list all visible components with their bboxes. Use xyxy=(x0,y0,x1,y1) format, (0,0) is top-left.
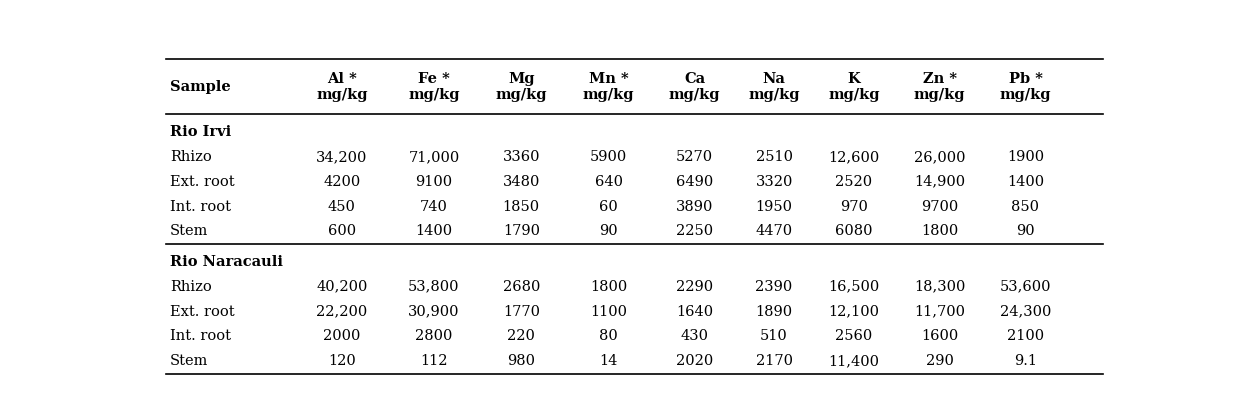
Text: 1900: 1900 xyxy=(1006,150,1044,164)
Text: 1890: 1890 xyxy=(755,305,792,318)
Text: 90: 90 xyxy=(599,225,618,238)
Text: 4200: 4200 xyxy=(323,175,360,189)
Text: 1800: 1800 xyxy=(591,280,628,294)
Text: 9100: 9100 xyxy=(416,175,453,189)
Text: 24,300: 24,300 xyxy=(1000,305,1051,318)
Text: 9.1: 9.1 xyxy=(1014,354,1037,368)
Text: 1400: 1400 xyxy=(1006,175,1044,189)
Text: 3480: 3480 xyxy=(503,175,540,189)
Text: 2100: 2100 xyxy=(1006,329,1044,344)
Text: 1850: 1850 xyxy=(503,199,540,214)
Text: 2680: 2680 xyxy=(503,280,540,294)
Text: Zn *
mg/kg: Zn * mg/kg xyxy=(914,72,966,102)
Text: Na
mg/kg: Na mg/kg xyxy=(748,72,800,102)
Text: 112: 112 xyxy=(420,354,448,368)
Text: Stem: Stem xyxy=(170,225,208,238)
Text: 6080: 6080 xyxy=(834,225,873,238)
Text: 6490: 6490 xyxy=(676,175,713,189)
Text: Rhizo: Rhizo xyxy=(170,280,212,294)
Text: 3320: 3320 xyxy=(755,175,792,189)
Text: Rio Naracauli: Rio Naracauli xyxy=(170,255,284,269)
Text: 53,600: 53,600 xyxy=(1000,280,1051,294)
Text: 2390: 2390 xyxy=(755,280,792,294)
Text: 9700: 9700 xyxy=(921,199,958,214)
Text: 11,400: 11,400 xyxy=(828,354,879,368)
Text: Pb *
mg/kg: Pb * mg/kg xyxy=(1000,72,1051,102)
Text: 71,000: 71,000 xyxy=(409,150,459,164)
Text: 1400: 1400 xyxy=(416,225,453,238)
Text: 450: 450 xyxy=(328,199,355,214)
Text: 2560: 2560 xyxy=(836,329,873,344)
Text: 12,100: 12,100 xyxy=(828,305,879,318)
Text: 220: 220 xyxy=(508,329,535,344)
Text: 22,200: 22,200 xyxy=(316,305,368,318)
Text: Ext. root: Ext. root xyxy=(170,175,235,189)
Text: 1100: 1100 xyxy=(591,305,628,318)
Text: 26,000: 26,000 xyxy=(914,150,966,164)
Text: 90: 90 xyxy=(1016,225,1035,238)
Text: 14,900: 14,900 xyxy=(914,175,966,189)
Text: 510: 510 xyxy=(760,329,787,344)
Text: 5270: 5270 xyxy=(676,150,713,164)
Text: Rio Irvi: Rio Irvi xyxy=(170,125,232,139)
Text: 2250: 2250 xyxy=(676,225,713,238)
Text: 1640: 1640 xyxy=(676,305,713,318)
Text: 16,500: 16,500 xyxy=(828,280,879,294)
Text: Sample: Sample xyxy=(170,80,230,94)
Text: Int. root: Int. root xyxy=(170,199,232,214)
Text: 1790: 1790 xyxy=(503,225,540,238)
Text: 40,200: 40,200 xyxy=(316,280,368,294)
Text: Rhizo: Rhizo xyxy=(170,150,212,164)
Text: 11,700: 11,700 xyxy=(914,305,966,318)
Text: 2170: 2170 xyxy=(755,354,792,368)
Text: 600: 600 xyxy=(328,225,355,238)
Text: Int. root: Int. root xyxy=(170,329,232,344)
Text: 3890: 3890 xyxy=(676,199,713,214)
Text: 1800: 1800 xyxy=(921,225,958,238)
Text: 34,200: 34,200 xyxy=(316,150,368,164)
Text: 5900: 5900 xyxy=(591,150,628,164)
Text: 980: 980 xyxy=(508,354,535,368)
Text: 2020: 2020 xyxy=(676,354,713,368)
Text: Stem: Stem xyxy=(170,354,208,368)
Text: 290: 290 xyxy=(926,354,953,368)
Text: 2520: 2520 xyxy=(836,175,873,189)
Text: 14: 14 xyxy=(599,354,618,368)
Text: 1770: 1770 xyxy=(503,305,540,318)
Text: 60: 60 xyxy=(599,199,618,214)
Text: 53,800: 53,800 xyxy=(409,280,459,294)
Text: 1600: 1600 xyxy=(921,329,958,344)
Text: Mg
mg/kg: Mg mg/kg xyxy=(495,72,547,102)
Text: 3360: 3360 xyxy=(503,150,540,164)
Text: 2000: 2000 xyxy=(323,329,360,344)
Text: 2290: 2290 xyxy=(676,280,713,294)
Text: 120: 120 xyxy=(328,354,355,368)
Text: 12,600: 12,600 xyxy=(828,150,879,164)
Text: 80: 80 xyxy=(599,329,618,344)
Text: 1950: 1950 xyxy=(755,199,792,214)
Text: Ext. root: Ext. root xyxy=(170,305,235,318)
Text: 4470: 4470 xyxy=(755,225,792,238)
Text: 2800: 2800 xyxy=(415,329,453,344)
Text: 740: 740 xyxy=(420,199,448,214)
Text: 640: 640 xyxy=(594,175,623,189)
Text: 30,900: 30,900 xyxy=(409,305,459,318)
Text: 2510: 2510 xyxy=(755,150,792,164)
Text: Mn *
mg/kg: Mn * mg/kg xyxy=(583,72,634,102)
Text: Al *
mg/kg: Al * mg/kg xyxy=(316,72,368,102)
Text: 18,300: 18,300 xyxy=(914,280,966,294)
Text: 970: 970 xyxy=(839,199,868,214)
Text: Ca
mg/kg: Ca mg/kg xyxy=(669,72,721,102)
Text: K
mg/kg: K mg/kg xyxy=(828,72,879,102)
Text: 850: 850 xyxy=(1011,199,1040,214)
Text: 430: 430 xyxy=(681,329,708,344)
Text: Fe *
mg/kg: Fe * mg/kg xyxy=(409,72,459,102)
